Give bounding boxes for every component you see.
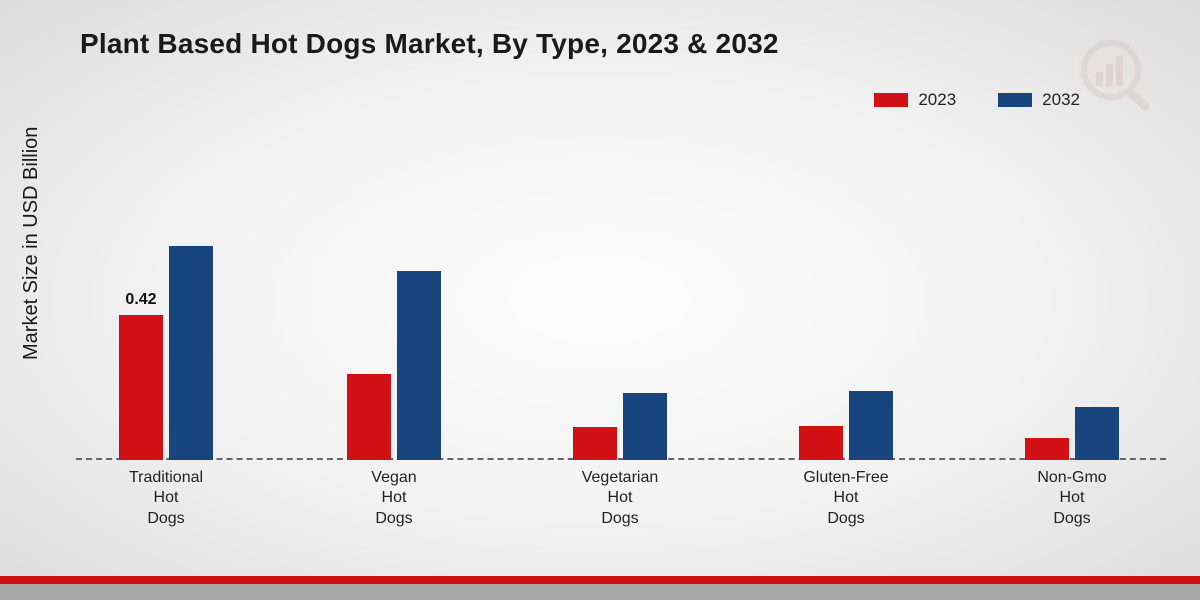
bar: [119, 315, 163, 460]
bar: [623, 393, 667, 460]
plot-area: 0.42: [76, 150, 1166, 460]
chart-title: Plant Based Hot Dogs Market, By Type, 20…: [80, 28, 779, 60]
x-tick-label: Vegetarian Hot Dogs: [550, 468, 690, 529]
x-tick-label: Traditional Hot Dogs: [96, 468, 236, 529]
y-axis-label: Market Size in USD Billion: [20, 127, 43, 360]
legend-label-2023: 2023: [918, 90, 956, 110]
legend-swatch-2023: [874, 93, 908, 107]
footer-grey-bar: [0, 584, 1200, 600]
bar: [169, 246, 213, 460]
footer-accent-bar: [0, 576, 1200, 584]
legend-item-2032: 2032: [998, 90, 1080, 110]
bar-group: [119, 246, 213, 460]
bar-group: [799, 391, 893, 460]
bar: [1075, 407, 1119, 460]
bar-group: [573, 393, 667, 460]
bar: [347, 374, 391, 460]
legend-swatch-2032: [998, 93, 1032, 107]
chart-canvas: Plant Based Hot Dogs Market, By Type, 20…: [0, 0, 1200, 600]
bar: [573, 427, 617, 460]
x-tick-label: Non-Gmo Hot Dogs: [1002, 468, 1142, 529]
legend: 2023 2032: [874, 90, 1080, 110]
bar: [799, 426, 843, 460]
legend-item-2023: 2023: [874, 90, 956, 110]
x-axis-labels: Traditional Hot Dogs Vegan Hot Dogs Vegeta…: [76, 468, 1166, 548]
bar: [1025, 438, 1069, 460]
bar-group: [347, 271, 441, 460]
bar: [397, 271, 441, 460]
watermark-handle-icon: [1126, 88, 1151, 112]
x-tick-label: Vegan Hot Dogs: [324, 468, 464, 529]
x-tick-label: Gluten-Free Hot Dogs: [776, 468, 916, 529]
legend-label-2032: 2032: [1042, 90, 1080, 110]
bar-group: [1025, 407, 1119, 460]
bar: [849, 391, 893, 460]
